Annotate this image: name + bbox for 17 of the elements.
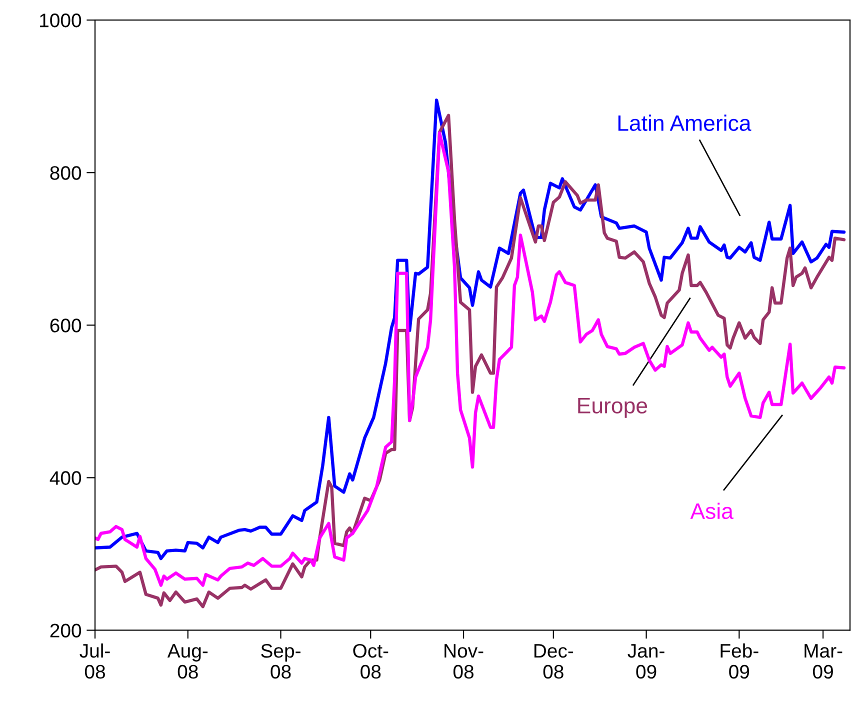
y-tick-label: 600	[50, 318, 82, 332]
y-tick-label: 1000	[40, 14, 82, 28]
x-tick-label: Oct- 08	[353, 644, 388, 679]
y-tick-label: 200	[50, 624, 82, 638]
x-tick-label: Feb- 09	[720, 643, 758, 679]
x-tick-label: Dec- 08	[534, 644, 574, 679]
x-tick-label: Jan- 09	[628, 644, 664, 679]
text: Asia	[690, 502, 734, 520]
x-tick-label: Nov- 08	[444, 644, 484, 679]
x-tick-label: Aug- 08	[167, 644, 208, 679]
x-tick-label: Jul- 08	[80, 643, 110, 679]
y-tick-label: 400	[50, 471, 82, 485]
y-tick-label: 800	[50, 166, 82, 180]
x-tick-label: Mar- 09	[804, 644, 842, 679]
text: Latin America	[618, 114, 752, 131]
text: Europe	[578, 398, 648, 418]
x-tick-label: Sep- 08	[261, 644, 300, 679]
